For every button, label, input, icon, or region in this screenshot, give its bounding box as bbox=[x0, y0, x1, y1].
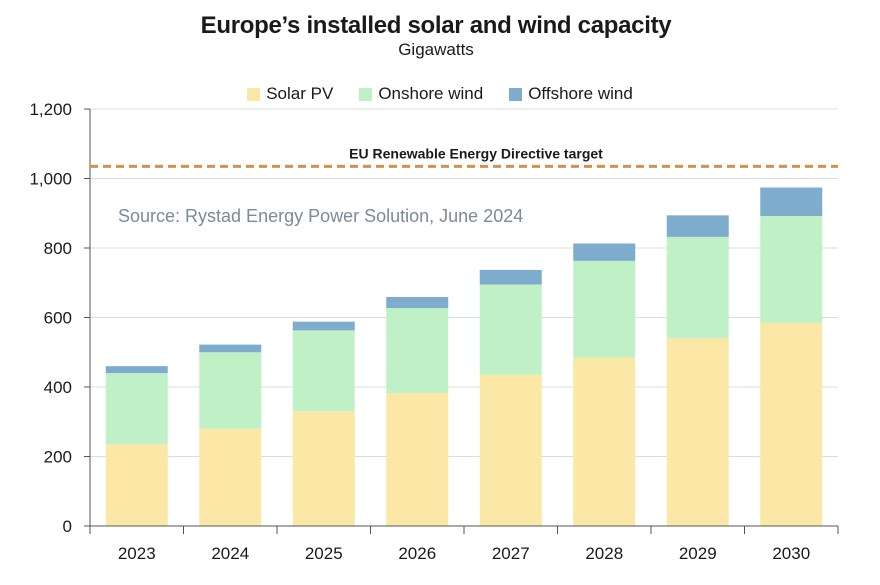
bar-solar-pv-2030 bbox=[760, 322, 823, 526]
source-annotation: Source: Rystad Energy Power Solution, Ju… bbox=[118, 206, 523, 226]
bar-offshore-wind-2028 bbox=[573, 243, 636, 261]
legend-swatch-solar bbox=[247, 87, 261, 101]
bars bbox=[105, 187, 823, 526]
legend-item-solar: Solar PV bbox=[247, 84, 333, 104]
legend-item-offshore: Offshore wind bbox=[509, 84, 633, 104]
legend-label-onshore: Onshore wind bbox=[378, 84, 484, 103]
y-tick-label-600: 600 bbox=[44, 309, 72, 328]
legend-swatch-offshore bbox=[509, 87, 523, 101]
bar-solar-pv-2029 bbox=[666, 338, 729, 526]
bar-solar-pv-2027 bbox=[479, 374, 542, 526]
x-tick-label-2026: 2026 bbox=[398, 544, 436, 563]
bar-offshore-wind-2024 bbox=[199, 344, 262, 353]
bar-onshore-wind-2025 bbox=[292, 330, 355, 412]
bar-onshore-wind-2026 bbox=[386, 308, 449, 394]
target-line-label: EU Renewable Energy Directive target bbox=[349, 145, 603, 161]
x-tick-label-2029: 2029 bbox=[679, 544, 717, 563]
x-tick-label-2030: 2030 bbox=[772, 544, 810, 563]
y-tick-label-400: 400 bbox=[44, 378, 72, 397]
bar-solar-pv-2028 bbox=[573, 357, 636, 526]
y-tick-label-200: 200 bbox=[44, 448, 72, 467]
bar-solar-pv-2025 bbox=[292, 411, 355, 526]
y-tick-labels: 0 200 400 600 800 1,000 1,200 bbox=[29, 100, 72, 536]
legend: Solar PV Onshore wind Offshore wind bbox=[0, 84, 880, 104]
x-tick-label-2025: 2025 bbox=[305, 544, 343, 563]
chart-subtitle: Gigawatts bbox=[398, 40, 474, 59]
x-tick-label-2027: 2027 bbox=[492, 544, 530, 563]
bar-offshore-wind-2027 bbox=[479, 269, 542, 285]
bar-onshore-wind-2028 bbox=[573, 260, 636, 358]
y-tick-label-1000: 1,000 bbox=[29, 170, 72, 189]
y-tick-label-1200: 1,200 bbox=[29, 100, 72, 119]
bar-solar-pv-2026 bbox=[386, 393, 449, 526]
bar-offshore-wind-2030 bbox=[760, 187, 823, 217]
legend-label-offshore: Offshore wind bbox=[528, 84, 633, 103]
x-tick-label-2024: 2024 bbox=[211, 544, 249, 563]
bar-solar-pv-2023 bbox=[105, 444, 168, 526]
x-tick-labels: 2023 2024 2025 2026 2027 2028 2029 2030 bbox=[118, 544, 810, 563]
legend-item-onshore: Onshore wind bbox=[359, 84, 483, 104]
bar-onshore-wind-2027 bbox=[479, 284, 542, 375]
legend-label-solar: Solar PV bbox=[266, 84, 334, 103]
bar-onshore-wind-2023 bbox=[105, 373, 168, 445]
bar-onshore-wind-2024 bbox=[199, 352, 262, 429]
bar-offshore-wind-2025 bbox=[292, 321, 355, 331]
bar-offshore-wind-2029 bbox=[666, 215, 729, 237]
y-tick-label-0: 0 bbox=[63, 517, 72, 536]
bar-offshore-wind-2023 bbox=[105, 366, 168, 374]
bar-solar-pv-2024 bbox=[199, 428, 262, 526]
axes bbox=[84, 108, 839, 534]
x-tick-label-2028: 2028 bbox=[585, 544, 623, 563]
x-tick-label-2023: 2023 bbox=[118, 544, 156, 563]
legend-swatch-onshore bbox=[359, 87, 373, 101]
y-tick-label-800: 800 bbox=[44, 239, 72, 258]
bar-offshore-wind-2026 bbox=[386, 296, 449, 309]
bar-onshore-wind-2030 bbox=[760, 216, 823, 323]
bar-onshore-wind-2029 bbox=[666, 236, 729, 339]
chart-title: Europe’s installed solar and wind capaci… bbox=[200, 12, 672, 39]
